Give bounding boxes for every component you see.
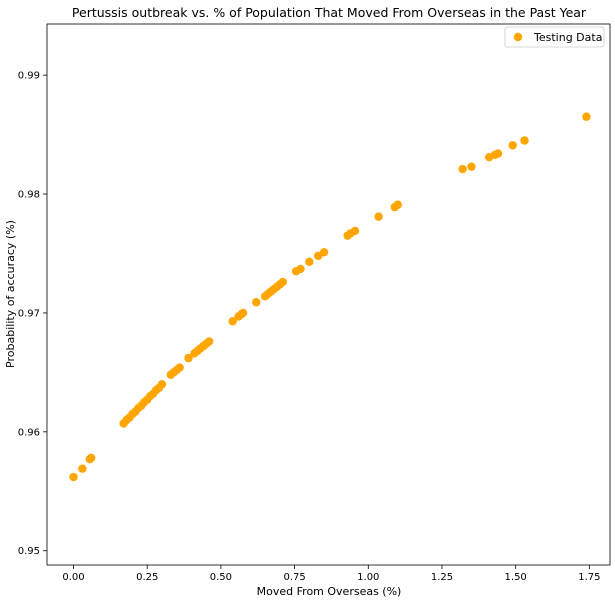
y-tick-label: 0.99 <box>18 71 40 82</box>
x-tick-label: 0.25 <box>136 572 158 583</box>
data-point <box>350 226 360 236</box>
y-tick-label: 0.98 <box>18 190 40 201</box>
x-axis-label: Moved From Overseas (%) <box>257 585 402 598</box>
plot-frame <box>46 23 611 566</box>
data-point <box>520 136 529 145</box>
x-tick-label: 0.50 <box>210 572 232 583</box>
data-point <box>467 162 476 171</box>
data-point <box>393 200 402 209</box>
data-point <box>458 164 467 174</box>
data-point <box>319 248 329 257</box>
y-tick-label: 0.97 <box>18 308 40 319</box>
data-point <box>493 149 503 158</box>
x-tick-label: 0.00 <box>62 572 84 583</box>
y-axis-label: Probability of accuracy (%) <box>4 220 17 368</box>
data-point <box>278 277 288 287</box>
data-point <box>238 308 248 318</box>
chart-title: Pertussis outbreak vs. % of Population T… <box>72 5 587 20</box>
data-point <box>69 472 78 482</box>
x-tick-label: 1.25 <box>431 572 453 583</box>
legend-frame <box>504 26 605 48</box>
data-point <box>374 212 383 221</box>
data-points <box>69 112 591 482</box>
legend: Testing Data <box>504 26 605 48</box>
y-tick-label: 0.96 <box>18 427 40 438</box>
data-point <box>228 317 237 326</box>
data-point <box>296 264 305 274</box>
data-point <box>184 353 193 363</box>
y-axis-ticks: 0.95 0.96 0.97 0.98 0.99 <box>18 71 47 557</box>
data-point <box>157 380 167 389</box>
legend-marker <box>513 32 523 42</box>
data-point <box>508 141 517 150</box>
x-axis-ticks: 0.00 0.25 0.50 0.75 1.00 1.25 1.50 1.75 <box>62 565 600 583</box>
x-tick-label: 1.00 <box>357 572 379 583</box>
y-tick-label: 0.95 <box>18 546 40 557</box>
data-point <box>87 453 96 463</box>
data-point <box>78 464 87 473</box>
data-point <box>175 363 184 372</box>
legend-label: Testing Data <box>533 31 602 44</box>
x-tick-label: 0.75 <box>283 572 305 583</box>
x-tick-label: 1.75 <box>578 572 600 583</box>
data-point <box>582 112 591 121</box>
data-point <box>204 337 214 346</box>
plot-area: 0.00 0.25 0.50 0.75 1.00 1.25 1.50 1.75 0.950.9… <box>18 23 611 583</box>
data-point <box>252 298 261 307</box>
x-tick-label: 1.50 <box>505 572 527 583</box>
data-point <box>305 257 314 267</box>
